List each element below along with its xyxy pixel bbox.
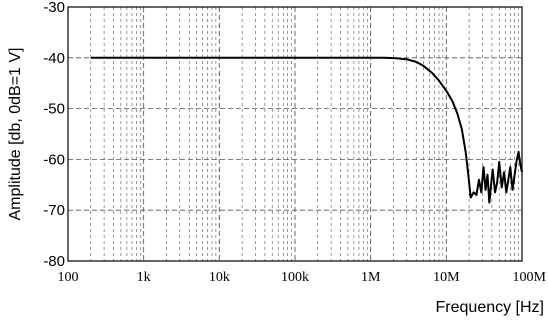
series-group [90, 56, 523, 204]
y-tick-label: -60 [43, 151, 65, 168]
x-tick-label: 100M [513, 270, 547, 285]
plot-area-frame [67, 6, 523, 262]
y-tick-label: -40 [43, 50, 65, 67]
y-tick-label: -30 [43, 0, 65, 16]
y-tick-label: -80 [43, 253, 65, 270]
amplitude-series-line [90, 56, 523, 204]
x-tick-label: 1k [137, 270, 151, 285]
x-tick-label: 100k [281, 270, 309, 285]
x-axis-label: Frequency [Hz] [436, 299, 544, 316]
y-tick-label: -70 [43, 202, 65, 219]
x-tick-label: 100 [58, 270, 79, 285]
y-tick-label: -50 [43, 101, 65, 118]
x-tick-label: 1M [361, 270, 381, 285]
y-tick-labels: -30 -40 -50 -60 -70 -80 [43, 0, 65, 270]
x-tick-label: 10k [209, 270, 230, 285]
x-tick-labels: 100 1k 10k 100k 1M 10M 100M [58, 270, 547, 285]
y-axis-label: Amplitude [db, 0dB=1 V] [7, 48, 24, 221]
x-tick-label: 10M [433, 270, 460, 285]
grid-lines [67, 7, 522, 261]
